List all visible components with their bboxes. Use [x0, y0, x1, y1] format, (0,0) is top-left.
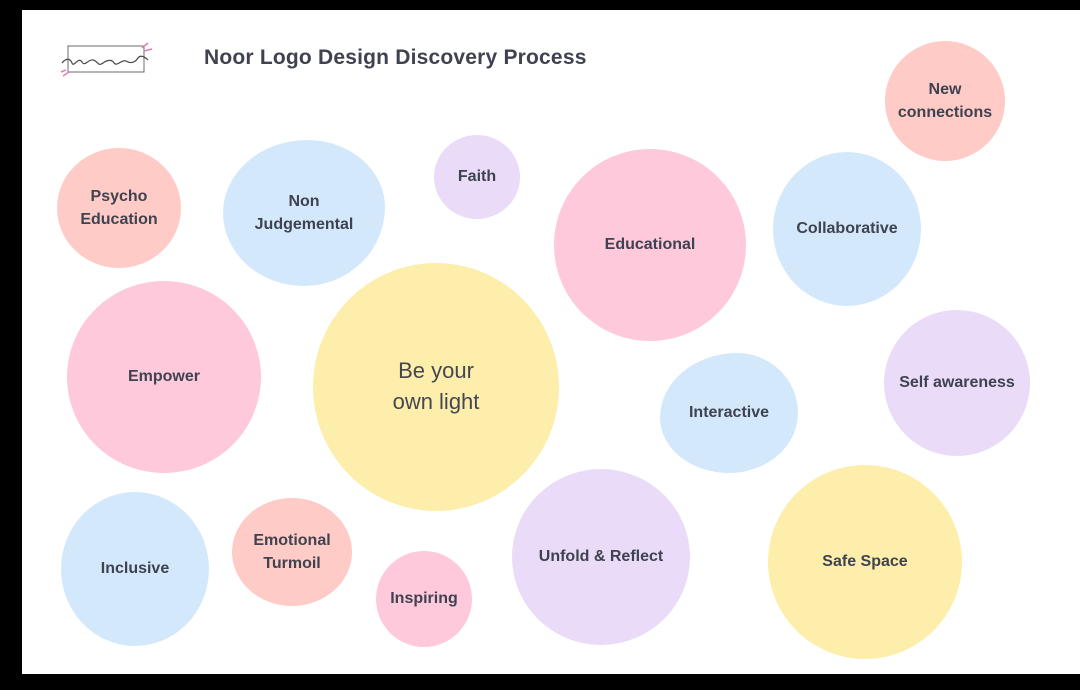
- bubble-collaborative: Collaborative: [773, 152, 921, 306]
- bubble-new-connections: New connections: [885, 41, 1005, 161]
- bubble-self-awareness: Self awareness: [884, 310, 1030, 456]
- bubble-be-your-own-light: Be your own light: [313, 263, 559, 511]
- bubble-empower: Empower: [67, 281, 261, 473]
- bubble-interactive: Interactive: [660, 353, 798, 473]
- bubble-safe-space: Safe Space: [768, 465, 962, 659]
- noor-logo-icon: [60, 42, 156, 82]
- bubble-inspiring: Inspiring: [376, 551, 472, 647]
- discovery-canvas: Noor Logo Design Discovery Process New c…: [22, 10, 1080, 674]
- bubble-unfold-reflect: Unfold & Reflect: [512, 469, 690, 645]
- bubble-faith: Faith: [434, 135, 520, 219]
- bubble-psycho-education: Psycho Education: [57, 148, 181, 268]
- page-title: Noor Logo Design Discovery Process: [204, 46, 587, 69]
- bubble-educational: Educational: [554, 149, 746, 341]
- bubble-inclusive: Inclusive: [61, 492, 209, 646]
- bubble-non-judgemental: Non Judgemental: [223, 140, 385, 286]
- bubble-emotional-turmoil: Emotional Turmoil: [232, 498, 352, 606]
